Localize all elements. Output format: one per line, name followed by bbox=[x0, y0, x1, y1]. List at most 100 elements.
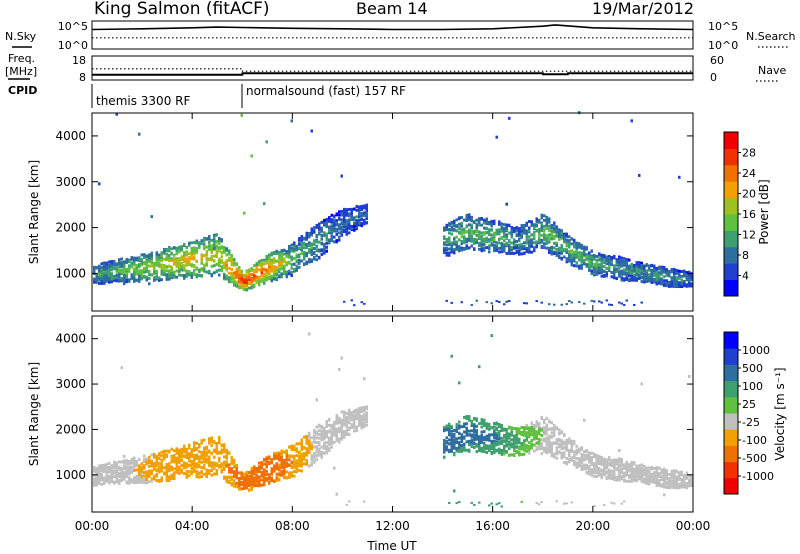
echo-cell bbox=[163, 457, 166, 461]
echo-cell bbox=[530, 250, 533, 254]
echo-cell bbox=[453, 428, 456, 432]
echo-cell bbox=[315, 225, 318, 229]
echo-cell bbox=[475, 424, 478, 428]
echo-cell bbox=[280, 253, 283, 257]
echo-cell bbox=[325, 218, 328, 222]
echo-cell bbox=[253, 484, 256, 488]
echo-cell bbox=[520, 242, 523, 246]
echo-cell bbox=[193, 252, 196, 256]
echo-cell bbox=[555, 241, 558, 245]
echo-cell bbox=[345, 417, 348, 421]
echo-cell bbox=[653, 272, 656, 276]
echo-cell bbox=[288, 261, 291, 265]
echo-cell bbox=[310, 258, 313, 262]
echo-cell bbox=[548, 251, 551, 255]
echo-cell bbox=[258, 260, 261, 264]
echo-cell bbox=[648, 264, 651, 268]
echo-cell bbox=[163, 251, 166, 255]
echo-cell bbox=[578, 251, 581, 255]
echo-cell bbox=[493, 431, 496, 435]
echo-cell bbox=[250, 277, 253, 281]
echo-cell bbox=[193, 460, 196, 464]
echo-cell bbox=[578, 242, 581, 246]
echo-cell bbox=[360, 417, 363, 421]
echo-cell bbox=[280, 463, 283, 467]
echo-cell bbox=[220, 462, 223, 466]
echo-cell bbox=[193, 248, 196, 252]
echo-cell bbox=[530, 238, 533, 242]
echo-cell bbox=[578, 253, 581, 257]
echo-cell bbox=[198, 465, 201, 469]
echo-cell bbox=[630, 275, 633, 279]
echo-cell bbox=[220, 255, 223, 259]
echo-cell bbox=[223, 476, 226, 480]
echo-cell bbox=[353, 216, 356, 220]
echo-cell bbox=[605, 299, 608, 302]
echo-cell bbox=[500, 225, 503, 229]
echo-cell bbox=[545, 237, 548, 241]
echo-cell bbox=[120, 366, 123, 370]
echo-cell bbox=[120, 262, 123, 266]
echo-cell bbox=[190, 257, 193, 261]
echo-cell bbox=[233, 261, 236, 265]
echo-cell bbox=[208, 450, 211, 454]
echo-cell bbox=[233, 277, 236, 281]
echo-cell bbox=[338, 217, 341, 221]
echo-cell bbox=[125, 469, 128, 473]
echo-cell bbox=[118, 465, 121, 469]
echo-cell bbox=[235, 472, 238, 476]
echo-cell bbox=[325, 433, 328, 437]
echo-cell bbox=[233, 470, 236, 474]
echo-cell bbox=[583, 258, 586, 262]
echo-cell bbox=[275, 462, 278, 466]
echo-cell bbox=[108, 474, 111, 478]
echo-cell bbox=[230, 475, 233, 479]
echo-cell bbox=[238, 284, 241, 288]
echo-cell bbox=[275, 472, 278, 476]
echo-cell bbox=[318, 449, 321, 453]
echo-cell bbox=[225, 263, 228, 267]
echo-cell bbox=[280, 263, 283, 267]
echo-cell bbox=[288, 245, 291, 249]
echo-cell bbox=[185, 462, 188, 466]
echo-cell bbox=[203, 453, 206, 457]
echo-cell bbox=[588, 263, 591, 267]
nave-tick-top: 60 bbox=[710, 54, 724, 67]
echo-cell bbox=[620, 276, 623, 280]
echo-cell bbox=[530, 220, 533, 224]
echo-cell bbox=[115, 471, 118, 475]
echo-cell bbox=[533, 237, 536, 241]
echo-cell bbox=[133, 468, 136, 472]
echo-cell bbox=[313, 452, 316, 456]
echo-cell bbox=[445, 436, 448, 440]
echo-cell bbox=[545, 218, 548, 222]
echo-cell bbox=[315, 240, 318, 244]
echo-cell bbox=[148, 264, 151, 268]
echo-cell bbox=[238, 265, 241, 269]
echo-cell bbox=[200, 441, 203, 445]
echo-cell bbox=[445, 445, 448, 449]
echo-cell bbox=[460, 436, 463, 440]
echo-cell bbox=[505, 236, 508, 240]
echo-cell bbox=[225, 247, 228, 251]
echo-cell bbox=[193, 448, 196, 452]
echo-cell bbox=[213, 441, 216, 445]
echo-cell bbox=[275, 455, 278, 459]
echo-cell bbox=[160, 463, 163, 467]
echo-cell bbox=[613, 271, 616, 275]
echo-cell bbox=[320, 426, 323, 430]
echo-cell bbox=[130, 461, 133, 465]
echo-cell bbox=[303, 255, 306, 259]
echo-cell bbox=[555, 251, 558, 255]
echo-cell bbox=[460, 216, 463, 220]
echo-cell bbox=[305, 460, 308, 464]
echo-cell bbox=[230, 277, 233, 281]
echo-cell bbox=[525, 229, 528, 233]
echo-cell bbox=[443, 242, 446, 246]
echo-cell bbox=[220, 269, 223, 273]
echo-cell bbox=[460, 231, 463, 235]
echo-cell bbox=[160, 479, 163, 483]
echo-cell bbox=[465, 213, 468, 217]
echo-cell bbox=[595, 272, 598, 276]
echo-cell bbox=[565, 260, 568, 264]
